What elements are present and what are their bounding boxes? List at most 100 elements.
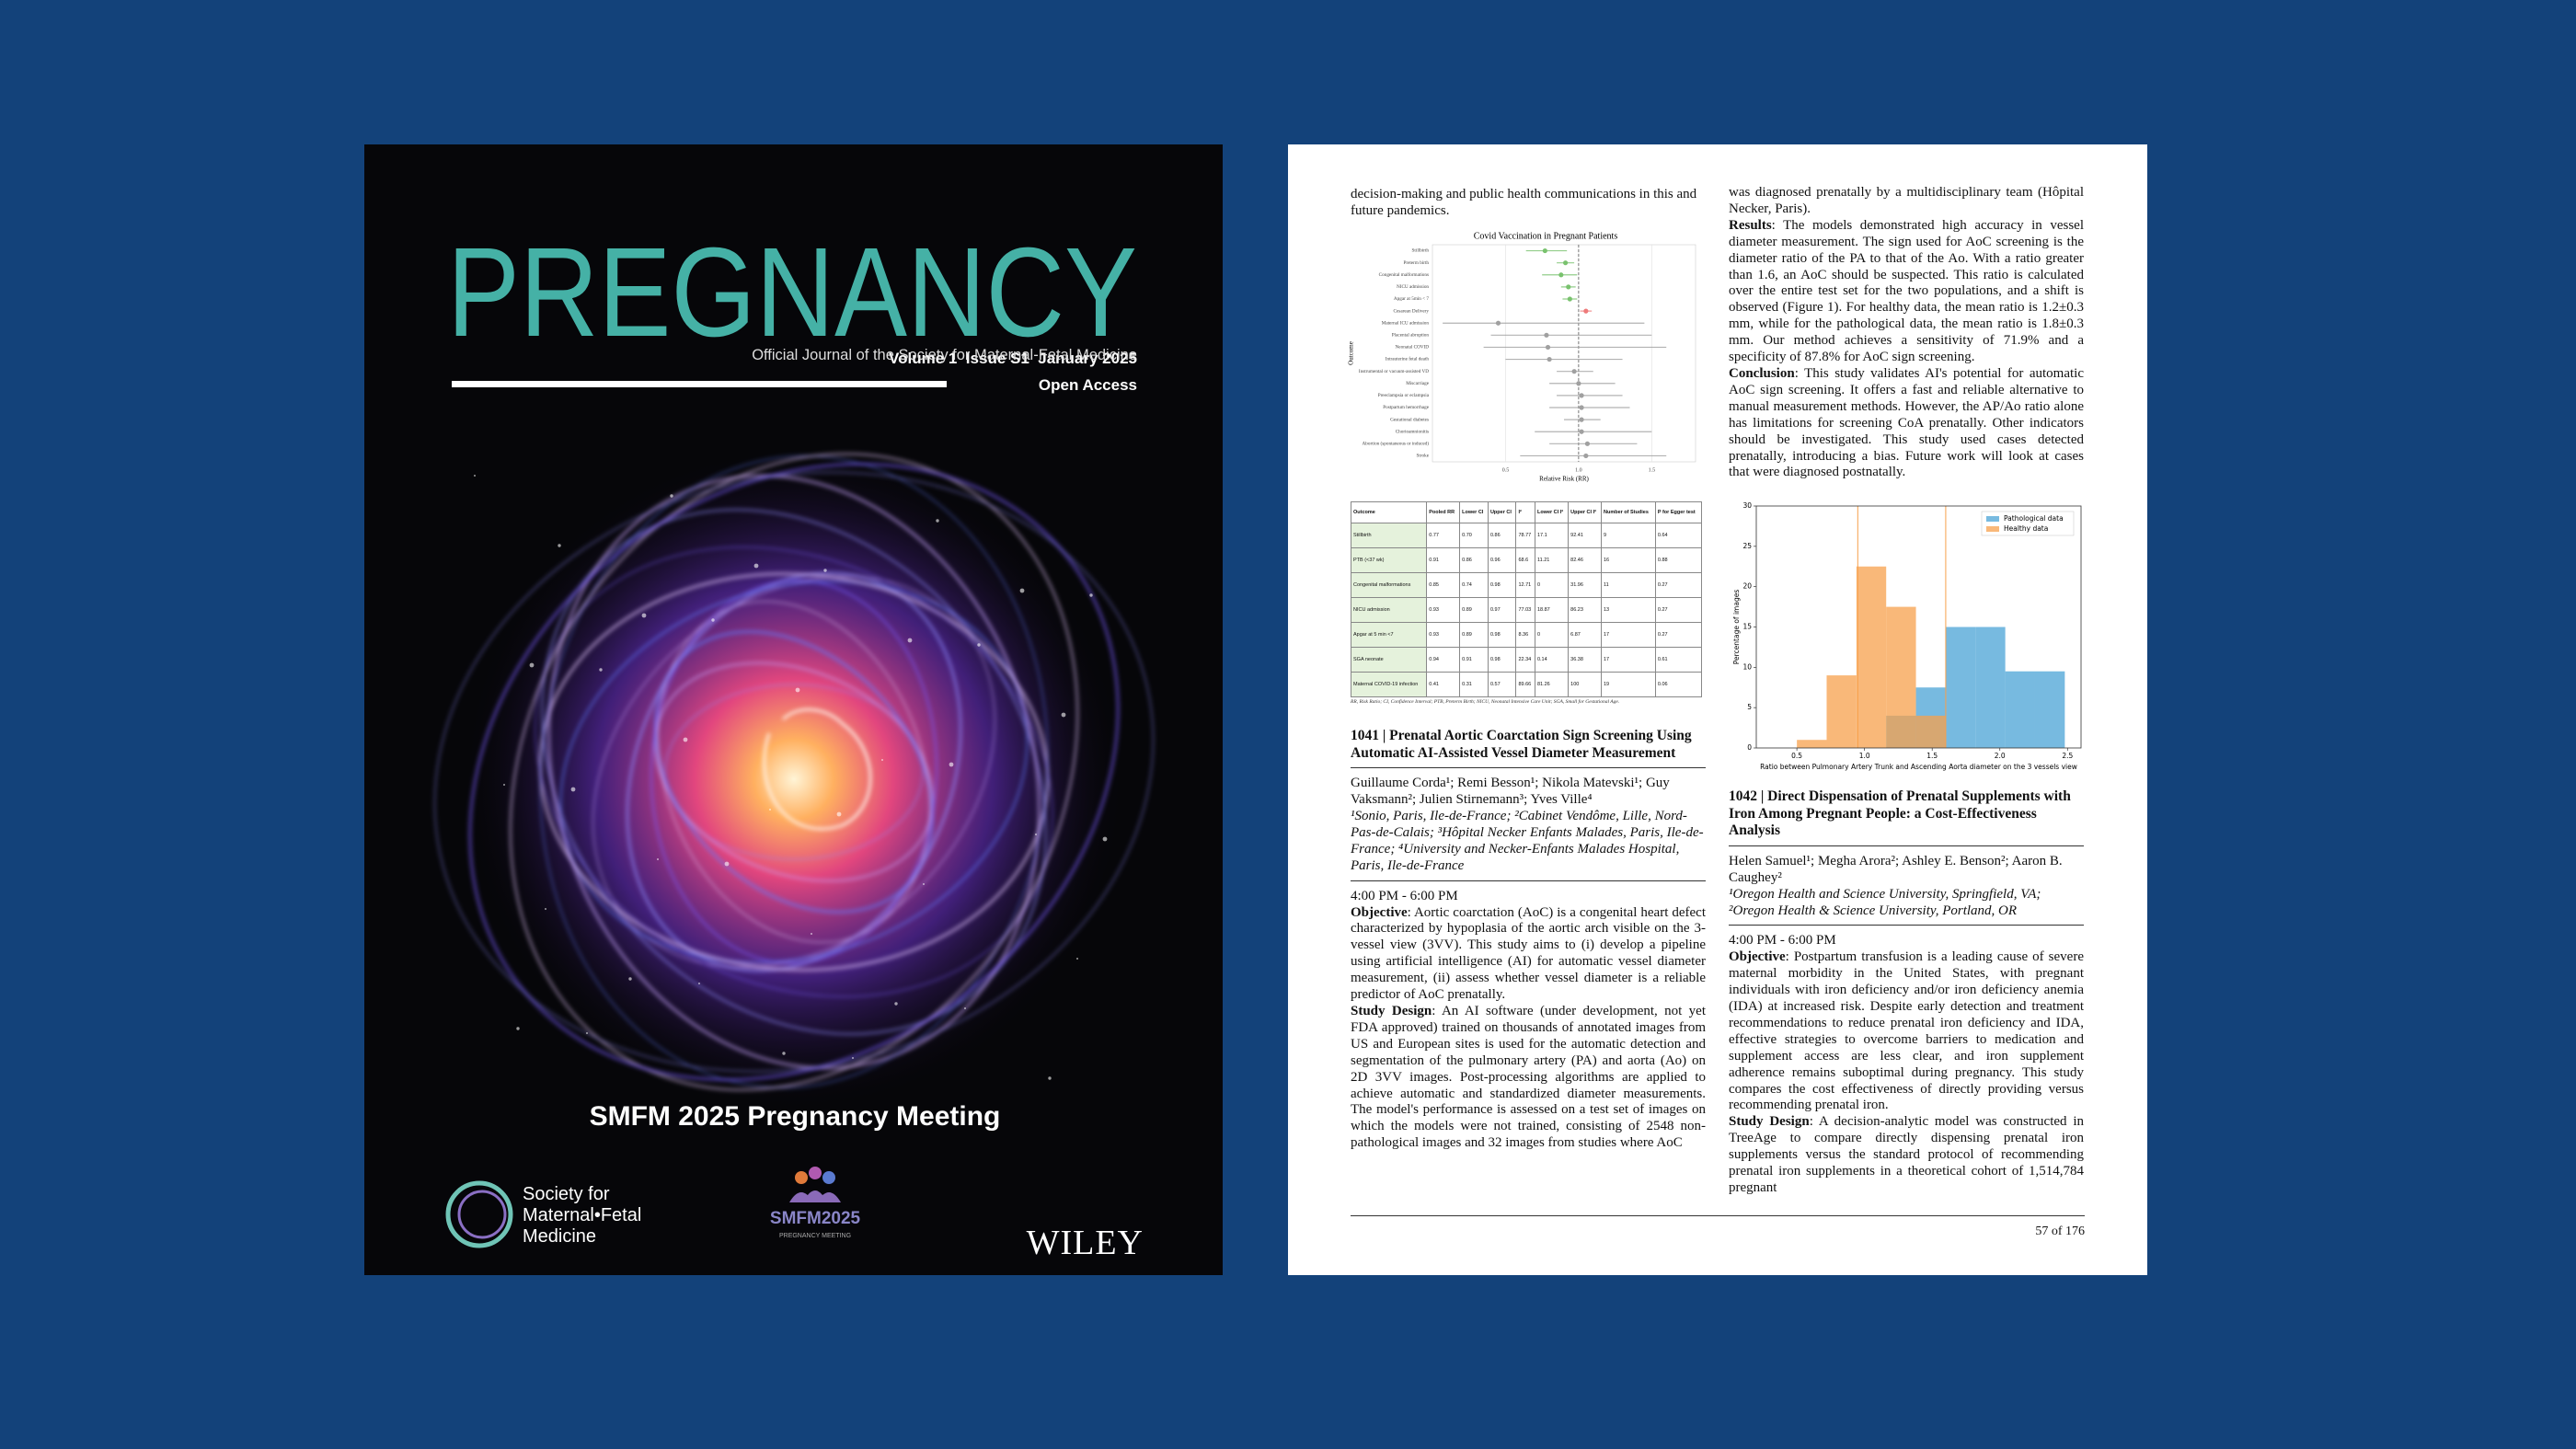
- table-cell: 12.71: [1515, 572, 1535, 598]
- section-text: : This study validates AI's potential fo…: [1729, 365, 2084, 480]
- journal-subtitle: Official Journal of the Society for Mate…: [752, 347, 1137, 363]
- header-cell: Upper CI I²: [1568, 501, 1602, 523]
- y-tick-label: Gestational diabetes: [1390, 417, 1429, 422]
- star: [795, 687, 800, 693]
- table-cell: 0.77: [1426, 523, 1461, 548]
- star: [529, 662, 535, 668]
- table-cell: 0.57: [1487, 672, 1517, 697]
- x-tick-label: 2.5: [2062, 752, 2073, 760]
- table-cell: 0.74: [1459, 572, 1489, 598]
- table-cell: 86.23: [1568, 597, 1602, 623]
- legend-swatch: [1986, 516, 1999, 522]
- y-tick-label: Abortion (spontaneous or induced): [1363, 441, 1430, 447]
- section-label: Study Design: [1729, 1114, 1810, 1130]
- legend-swatch: [1986, 526, 1999, 532]
- table-cell: Congenital malformations: [1350, 572, 1428, 598]
- histogram: 0 5 10 15 20 25 30 0.5 1.0 1.5 2.0 2.5 Percentage of…: [1732, 501, 2082, 771]
- star: [683, 737, 688, 742]
- table-cell: PTB (<37 wk): [1350, 547, 1428, 573]
- y-tick-label: Apgar at 5min < 7: [1394, 296, 1429, 302]
- star: [657, 858, 659, 860]
- publisher: WILEY: [1027, 1224, 1144, 1262]
- session-time: 4:00 PM - 6:00 PM: [1729, 933, 1836, 949]
- paragraph: Study Design: A decision-analytic model …: [1729, 1114, 2084, 1197]
- table-cell: 31.96: [1568, 572, 1602, 598]
- star: [1089, 593, 1093, 597]
- star: [823, 569, 827, 572]
- nebula-ring: [592, 575, 996, 969]
- section-label: Study Design: [1351, 1003, 1432, 1018]
- rule: [1351, 767, 1706, 769]
- star: [949, 762, 954, 767]
- star: [1048, 1076, 1052, 1080]
- nebula-ring: [539, 454, 1049, 1089]
- nebula-ring: [664, 684, 924, 860]
- meeting-logo: SMFM2025: [770, 1209, 861, 1228]
- star: [558, 544, 561, 547]
- authors: Helen Samuel¹; Megha Arora²; Ashley E. B…: [1729, 853, 2063, 885]
- nebula-glow: [463, 448, 1125, 1110]
- y-tick-label: Miscarriage: [1406, 381, 1429, 386]
- journal-cover: Volume 1 Issue S1 January 2025 PREGNANCY…: [364, 144, 1223, 1275]
- table-cell: 0.91: [1426, 547, 1461, 573]
- table-cell: 0: [1534, 622, 1570, 648]
- star: [894, 1002, 898, 1006]
- y-tick-label: Placental abruption: [1392, 333, 1430, 339]
- table-cell: 11: [1600, 572, 1656, 598]
- point-estimate: [1558, 272, 1564, 278]
- rule: [1351, 880, 1706, 881]
- nebula-ring: [541, 508, 1047, 1036]
- star: [923, 883, 925, 885]
- table-cell: 0.27: [1654, 622, 1703, 648]
- table-cell: 0.64: [1654, 523, 1703, 548]
- table-cell: 19: [1600, 672, 1656, 697]
- header-cell: I²: [1515, 501, 1535, 523]
- table-cell: 18.87: [1534, 597, 1570, 623]
- society-logo: [445, 1180, 513, 1248]
- x-tick-label: 2.0: [1995, 752, 2006, 760]
- table-cell: 0.88: [1654, 547, 1703, 573]
- table-row: Stillbirth 0.77 0.70 0.86 78.77 17.1 92.41 9 0.6…: [1350, 523, 1703, 548]
- header-cell: Pooled RR: [1426, 501, 1461, 523]
- star: [1019, 588, 1025, 593]
- point-estimate: [1583, 453, 1589, 459]
- point-estimate: [1547, 356, 1552, 362]
- point-estimate: [1579, 417, 1584, 422]
- table-cell: 100: [1568, 672, 1602, 697]
- society-name: Medicine: [523, 1226, 596, 1247]
- table-cell: 0.93: [1426, 597, 1461, 623]
- table-cell: 0.98: [1487, 572, 1517, 598]
- star: [628, 977, 632, 981]
- table-cell: 0.96: [1487, 547, 1517, 573]
- star: [977, 643, 981, 647]
- fetus-outline: [763, 707, 872, 831]
- star: [769, 809, 771, 811]
- star: [1061, 712, 1066, 718]
- paragraph: Study Design: An AI software (under deve…: [1351, 1004, 1706, 1152]
- star: [599, 668, 603, 672]
- histogram-bar: [1975, 627, 2006, 748]
- table-cell: NICU admission: [1350, 597, 1428, 623]
- histogram-bar: [2005, 671, 2035, 748]
- nebula-ring: [650, 579, 938, 965]
- star: [1076, 958, 1078, 960]
- star: [474, 475, 476, 477]
- star: [782, 1052, 786, 1055]
- star: [836, 811, 842, 817]
- section-label: Conclusion: [1729, 365, 1795, 381]
- legend-label: Pathological data: [2004, 514, 2064, 523]
- table-cell: Stillbirth: [1350, 523, 1428, 548]
- star: [881, 759, 883, 761]
- column: 1041 | Prenatal Aortic Coarctation Sign …: [1351, 728, 1706, 1208]
- society-logo-inner: [457, 1190, 507, 1239]
- x-tick-label: 0.5: [1791, 752, 1802, 760]
- nebula-ring: [653, 661, 935, 882]
- plot-title: Covid Vaccination in Pregnant Patients: [1474, 231, 1618, 241]
- table-cell: 0.89: [1459, 622, 1489, 648]
- star: [516, 1027, 520, 1030]
- nebula-ring: [509, 453, 1079, 1091]
- y-axis-label: Percentage of images: [1732, 590, 1741, 665]
- section-label: Results: [1729, 217, 1772, 233]
- table-cell: 0: [1534, 572, 1570, 598]
- star: [1035, 834, 1037, 835]
